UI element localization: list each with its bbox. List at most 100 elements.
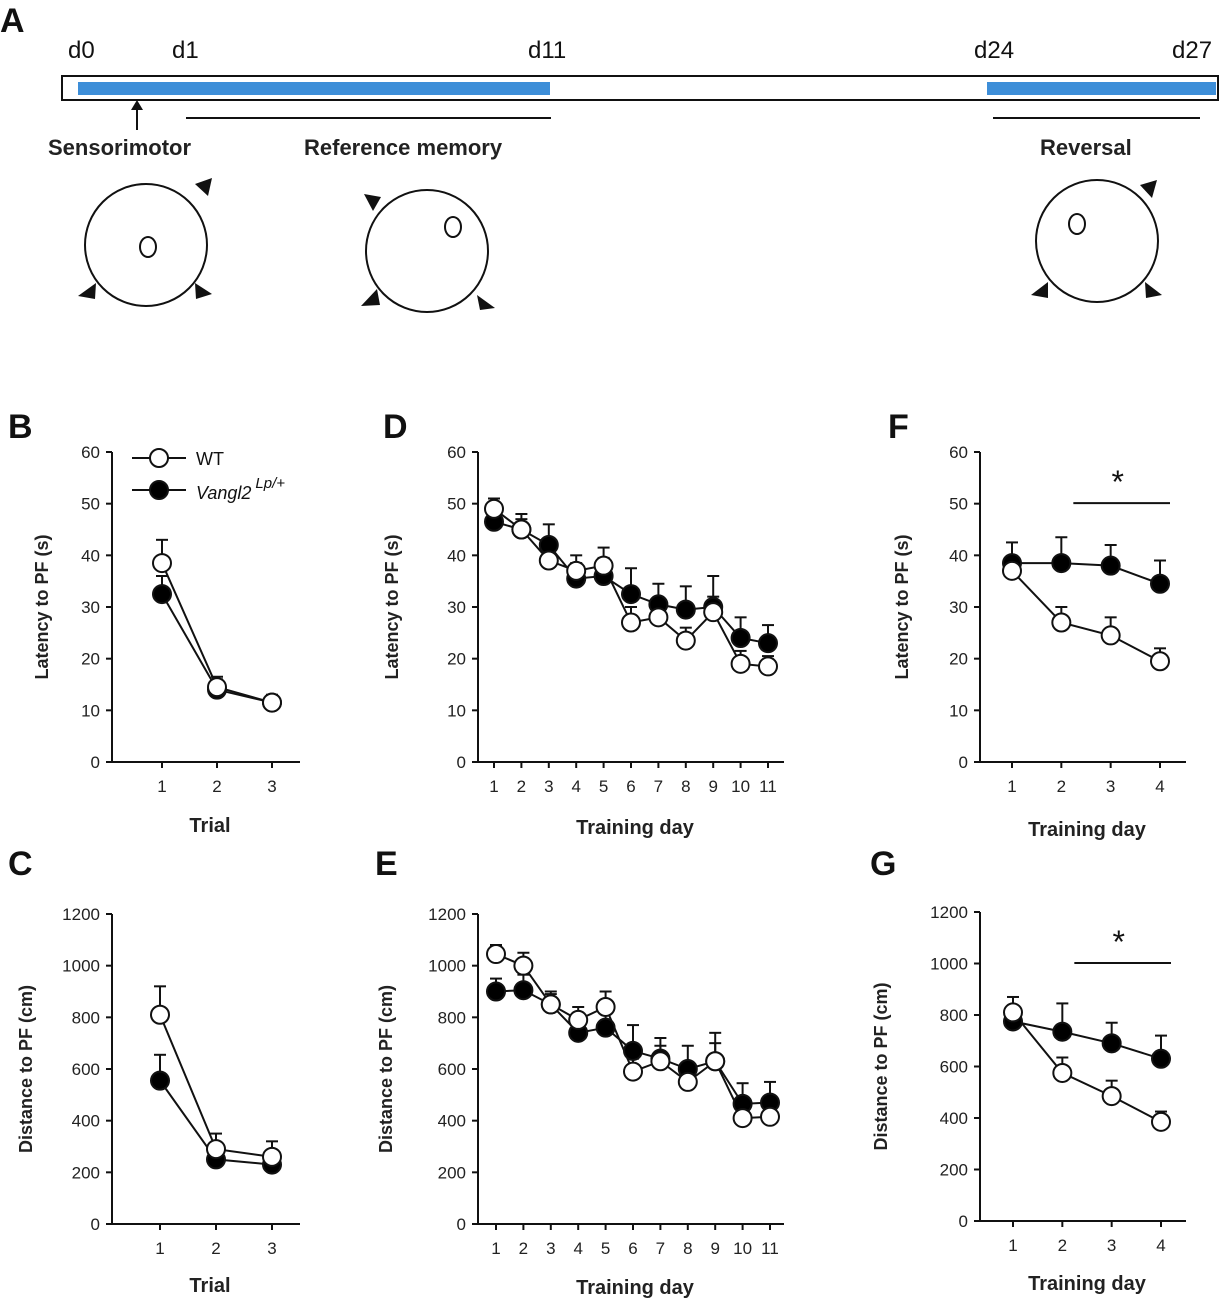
data-point-wt: [648, 607, 669, 628]
x-tick-label: 3: [544, 777, 553, 796]
x-tick-label: 3: [267, 1239, 276, 1258]
data-point-wt: [1051, 612, 1072, 633]
data-point-vangl2: [758, 633, 778, 654]
series-line-vangl2: [1012, 1020, 1162, 1060]
x-tick-label: 3: [1107, 1236, 1116, 1255]
pool-diagram-sensorimotor: [78, 178, 212, 307]
pool-diagram-reference-memory: [361, 189, 495, 313]
data-point-wt: [207, 677, 227, 698]
x-tick-label: 10: [731, 777, 750, 796]
x-axis-label: Training day: [576, 817, 695, 839]
data-point-wt: [705, 1051, 726, 1072]
y-tick-label: 200: [940, 1161, 968, 1180]
day-label-d24: d24: [974, 37, 1014, 64]
cue-triangle: [477, 295, 495, 310]
data-point-wt: [595, 997, 616, 1017]
data-point-wt: [730, 653, 751, 674]
x-tick-label: 10: [733, 1239, 752, 1258]
x-axis-label: Training day: [1028, 1273, 1147, 1295]
day-label-d27: d27: [1172, 37, 1212, 64]
y-tick-label: 0: [959, 753, 968, 772]
y-tick-label: 20: [447, 650, 466, 669]
y-axis-label: Distance to PF (cm): [376, 985, 396, 1153]
data-point-wt: [484, 498, 504, 519]
y-tick-label: 0: [457, 1215, 466, 1234]
y-tick-label: 1000: [930, 955, 968, 974]
x-tick-label: 3: [267, 777, 276, 796]
y-axis-label: Distance to PF (cm): [871, 982, 891, 1150]
y-tick-label: 200: [438, 1163, 466, 1182]
x-tick-label: 4: [573, 1239, 582, 1258]
x-tick-label: 6: [626, 777, 635, 796]
data-point-wt: [1002, 560, 1022, 581]
cue-triangle: [361, 289, 380, 306]
x-tick-label: 4: [1155, 777, 1164, 796]
cue-triangle: [364, 194, 381, 211]
timeline-panel: A d0 d1 d11 d24 d27 Sensorimotor Referen…: [0, 2, 1219, 313]
platform-marker: [444, 216, 462, 238]
chart-panel-e: E 0 200 400 600 800 1000 1200 1 2 3 4 5 6 7 8 9 10 11 Train…: [375, 845, 784, 1299]
x-tick-label: 1: [1008, 1236, 1017, 1255]
data-point-wt: [675, 630, 696, 651]
data-point-vangl2: [1151, 1048, 1171, 1069]
data-point-wt: [206, 1139, 226, 1160]
y-axis-label: Latency to PF (s): [892, 534, 912, 679]
platform-marker: [1068, 213, 1086, 235]
y-tick-label: 10: [949, 701, 968, 720]
y-tick-label: 40: [949, 546, 968, 565]
data-point-vangl2: [595, 1017, 616, 1038]
y-tick-label: 20: [81, 650, 100, 669]
platform-marker: [139, 236, 157, 258]
x-tick-label: 5: [599, 777, 608, 796]
pool-diagram-reversal: [1031, 179, 1162, 303]
panel-letter-d: D: [383, 408, 408, 446]
phase-label-sensorimotor: Sensorimotor: [48, 135, 191, 160]
x-tick-label: 2: [517, 777, 526, 796]
x-axis-label: Training day: [576, 1277, 695, 1299]
x-axis-label: Training day: [1028, 819, 1147, 841]
y-tick-label: 40: [81, 546, 100, 565]
x-tick-label: 1: [157, 777, 166, 796]
legend-marker-wt: [149, 448, 169, 468]
y-tick-label: 60: [81, 443, 100, 462]
data-point-vangl2: [1100, 555, 1121, 576]
y-tick-label: 10: [81, 701, 100, 720]
series-line-vangl2: [1012, 562, 1161, 585]
data-point-wt: [262, 1146, 282, 1167]
data-point-vangl2: [1052, 1021, 1073, 1042]
x-tick-label: 7: [654, 777, 663, 796]
x-tick-label: 2: [519, 1239, 528, 1258]
data-point-wt: [650, 1051, 671, 1072]
data-point-vangl2: [1150, 573, 1170, 594]
legend-label-vangl2: Vangl2 Lp/+: [196, 475, 285, 503]
data-point-wt: [760, 1106, 780, 1127]
data-point-wt: [1003, 1002, 1023, 1023]
sensorimotor-arrowhead: [131, 100, 143, 110]
data-point-vangl2: [621, 584, 641, 605]
x-tick-label: 8: [681, 777, 690, 796]
phase-label-reference-memory: Reference memory: [304, 135, 503, 160]
data-point-wt: [623, 1061, 643, 1082]
day-label-d1: d1: [172, 37, 199, 64]
y-tick-label: 800: [72, 1008, 100, 1027]
y-tick-label: 30: [949, 598, 968, 617]
training-segment-reference: [78, 82, 550, 95]
y-axis-label: Distance to PF (cm): [16, 985, 36, 1153]
day-label-d0: d0: [68, 37, 95, 64]
data-point-vangl2: [150, 1070, 170, 1091]
x-tick-label: 6: [628, 1239, 637, 1258]
y-tick-label: 400: [940, 1109, 968, 1128]
data-point-wt: [677, 1071, 698, 1092]
x-tick-label: 5: [601, 1239, 610, 1258]
data-point-wt: [732, 1108, 753, 1129]
y-tick-label: 600: [72, 1060, 100, 1079]
data-point-wt: [540, 994, 561, 1015]
cue-triangle: [1145, 282, 1162, 298]
panel-letter-a: A: [0, 2, 25, 40]
y-tick-label: 50: [81, 495, 100, 514]
y-tick-label: 800: [940, 1006, 968, 1025]
data-point-vangl2: [513, 980, 534, 1001]
x-tick-label: 2: [1058, 1236, 1067, 1255]
significance-star: *: [1111, 464, 1123, 500]
